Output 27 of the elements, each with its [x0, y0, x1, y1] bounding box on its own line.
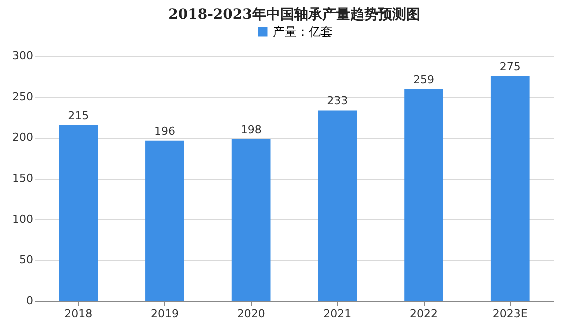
- data-label: 259: [414, 73, 435, 86]
- y-tick-label: 200: [12, 131, 34, 144]
- chart-title: 2018-2023年中国轴承产量趋势预测图: [168, 6, 420, 23]
- data-label: 198: [240, 123, 262, 136]
- y-tick-label: 100: [12, 212, 34, 226]
- data-label: 215: [68, 109, 90, 122]
- y-tick-label: 50: [20, 254, 34, 267]
- y-tick-label: 0: [26, 294, 34, 308]
- bar: [146, 140, 184, 301]
- legend-label: 产量：亿套: [273, 25, 333, 39]
- data-label: 196: [154, 124, 176, 138]
- x-tick-label: 2021: [324, 308, 352, 320]
- data-label: 275: [500, 60, 521, 74]
- x-tick-label: 2023E: [492, 308, 528, 320]
- x-tick-label: 2022: [410, 308, 438, 320]
- data-label: 233: [327, 94, 348, 108]
- bar: [490, 76, 530, 301]
- x-tick-label: 2019: [150, 308, 179, 320]
- y-tick-label: 150: [12, 172, 34, 185]
- bar: [404, 89, 444, 301]
- y-tick-label: 250: [12, 90, 34, 104]
- bar: [318, 110, 358, 301]
- x-tick-label: 2020: [237, 308, 266, 320]
- bar: [232, 139, 271, 301]
- bar: [59, 125, 98, 301]
- y-tick-label: 300: [12, 50, 34, 62]
- x-tick-label: 2018: [64, 308, 93, 320]
